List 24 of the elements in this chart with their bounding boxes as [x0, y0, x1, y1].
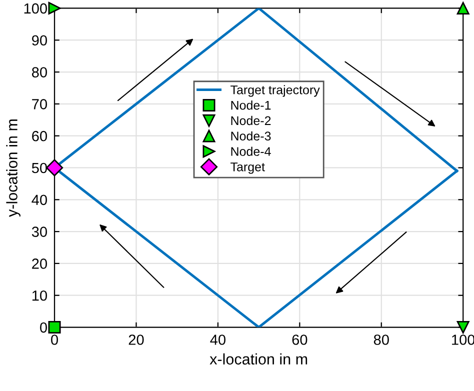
y-tick-label: 30 — [32, 226, 47, 237]
x-tick-label: 60 — [292, 334, 308, 345]
y-tick-label: 100 — [24, 3, 47, 14]
x-tick-label: 80 — [374, 334, 389, 345]
x-axis-title: x-location in m — [210, 353, 308, 365]
y-tick-label: 0 — [40, 322, 47, 333]
y-axis-title: y-location in m — [6, 120, 20, 217]
y-tick-label: 40 — [32, 194, 47, 206]
legend-label: Node-3 — [231, 131, 271, 141]
x-tick-label: 20 — [128, 334, 144, 345]
legend-label: Node-4 — [231, 146, 271, 156]
y-tick-label: 60 — [32, 130, 47, 142]
x-tick-label: 40 — [210, 334, 226, 345]
legend-label: Node-1 — [231, 100, 271, 110]
y-tick-label: 70 — [32, 99, 47, 110]
legend-label: Target trajectory — [230, 85, 320, 97]
y-tick-label: 10 — [32, 290, 47, 301]
y-tick-label: 80 — [32, 67, 47, 78]
y-tick-label: 20 — [32, 258, 47, 269]
legend-label: Node-2 — [231, 116, 271, 126]
x-tick-label: 0 — [51, 334, 58, 345]
legend-label: Target — [230, 162, 265, 174]
y-tick-label: 50 — [32, 162, 47, 174]
y-tick-label: 90 — [32, 35, 47, 46]
